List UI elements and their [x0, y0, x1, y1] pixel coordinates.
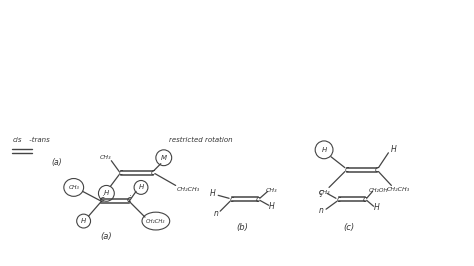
Text: ç: ç: [319, 188, 323, 197]
Text: CH₃: CH₃: [100, 155, 111, 160]
Text: c: c: [374, 165, 379, 174]
Text: (c): (c): [343, 222, 355, 231]
Text: M: M: [161, 155, 167, 161]
Text: H: H: [81, 218, 86, 224]
Text: -trans: -trans: [27, 137, 50, 143]
Text: CH₂OH: CH₂OH: [369, 188, 389, 193]
Text: H: H: [210, 189, 215, 198]
Text: CH₂CH₃: CH₂CH₃: [387, 187, 410, 192]
Text: c: c: [119, 168, 123, 177]
Text: CH₂CH₃: CH₂CH₃: [146, 219, 165, 223]
Text: H: H: [269, 202, 274, 211]
Text: c: c: [255, 195, 260, 204]
Text: c: c: [363, 195, 367, 204]
Text: ċ: ċ: [127, 195, 131, 204]
Text: H: H: [391, 145, 396, 154]
Text: (a): (a): [100, 232, 112, 242]
Text: ċ: ċ: [99, 195, 104, 204]
Text: (b): (b): [236, 222, 248, 231]
Text: c: c: [345, 165, 349, 174]
Text: n: n: [319, 206, 324, 215]
Text: c: c: [337, 195, 341, 204]
Text: CH₃: CH₃: [266, 188, 277, 193]
Text: CH₃: CH₃: [68, 185, 79, 190]
Text: (a): (a): [52, 158, 62, 167]
Text: CH₂CH₃: CH₂CH₃: [177, 187, 200, 192]
Text: c: c: [151, 168, 155, 177]
Text: CH₃: CH₃: [318, 190, 330, 195]
Text: n: n: [214, 209, 219, 218]
Text: restricted rotation: restricted rotation: [169, 137, 232, 143]
Text: H: H: [374, 203, 379, 212]
Text: H: H: [104, 190, 109, 196]
Text: c: c: [230, 195, 234, 204]
Text: cis: cis: [12, 137, 22, 143]
Text: H: H: [321, 147, 327, 153]
Text: H: H: [138, 184, 144, 190]
